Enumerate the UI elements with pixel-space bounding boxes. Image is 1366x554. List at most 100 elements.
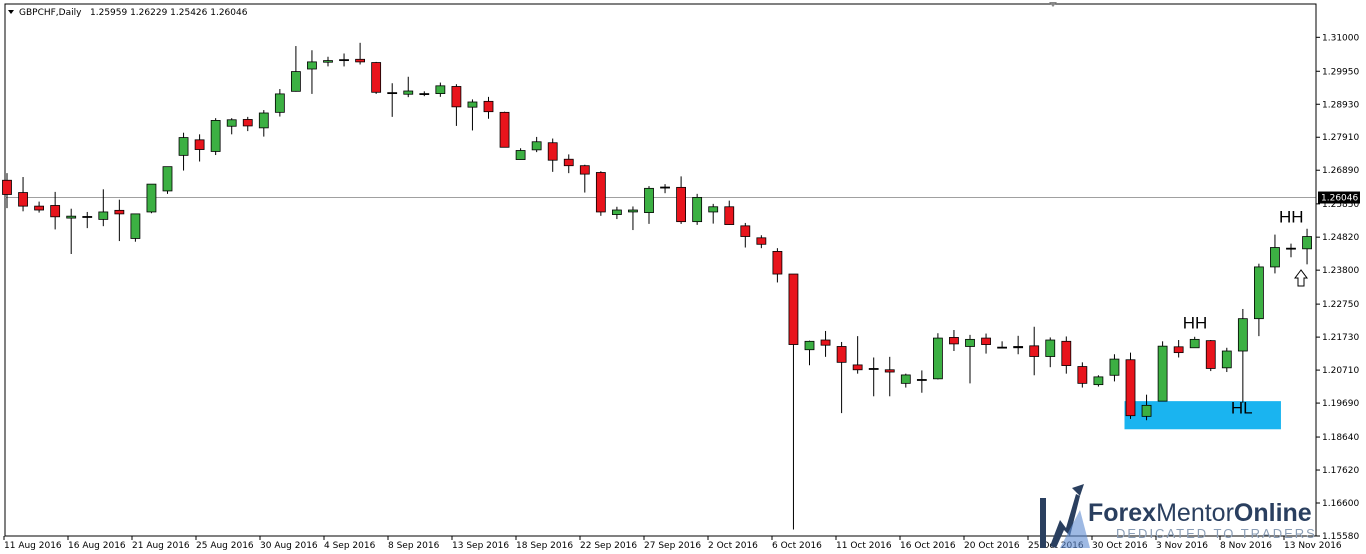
candle-body	[1077, 366, 1088, 384]
candle	[644, 186, 654, 224]
candle	[515, 148, 526, 160]
candle	[981, 333, 991, 354]
candle-body	[451, 86, 462, 108]
candle-body	[162, 166, 173, 192]
candle	[756, 235, 767, 249]
candle-body	[644, 187, 654, 213]
candle-body	[499, 111, 510, 148]
candle-body	[307, 61, 317, 70]
candle-body	[435, 85, 446, 94]
candle	[1045, 337, 1056, 368]
header-triangle-icon[interactable]	[8, 10, 14, 14]
price-tick-label: 1.24820	[1322, 233, 1359, 243]
candle-body	[1125, 359, 1136, 417]
pattern-annotation: HL	[1231, 399, 1253, 418]
price-tick-label: 1.26890	[1322, 166, 1359, 176]
candle	[820, 330, 831, 357]
candle	[884, 356, 895, 397]
symbol-label: GBPCHF,Daily	[19, 8, 82, 18]
candles-layer	[2, 42, 1312, 530]
logo-text-mid: Mentor	[1156, 499, 1234, 527]
candle	[1077, 362, 1088, 388]
candle-body	[1189, 338, 1200, 349]
candle-body	[419, 93, 430, 95]
candle-body	[274, 93, 285, 113]
candle	[1061, 336, 1072, 374]
candle	[483, 96, 494, 119]
candle	[1173, 340, 1184, 358]
candle	[579, 164, 590, 193]
candle	[563, 154, 574, 174]
candle	[1205, 340, 1216, 372]
candle-body	[916, 379, 927, 381]
candle-body	[852, 364, 863, 371]
candle	[852, 336, 863, 374]
time-tick-label: 22 Sep 2016	[580, 541, 637, 551]
candle-body	[981, 337, 991, 345]
candle	[708, 203, 719, 224]
price-tick-label: 1.28930	[1322, 100, 1359, 110]
candle-body	[1013, 346, 1024, 349]
time-tick-label: 8 Sep 2016	[388, 541, 440, 551]
candle	[676, 176, 686, 224]
plot-frame	[4, 3, 1317, 537]
candle	[18, 177, 28, 212]
candle	[933, 333, 943, 380]
candle-body	[788, 273, 799, 345]
candle-body	[997, 346, 1007, 349]
price-tick-label: 1.16600	[1322, 499, 1359, 509]
candle	[692, 193, 703, 225]
candle-body	[210, 120, 221, 152]
candle	[949, 329, 959, 352]
price-tick-label: 1.22750	[1322, 300, 1359, 310]
candle	[467, 99, 478, 131]
candle-body	[1157, 345, 1168, 402]
candle-body	[467, 101, 478, 108]
price-tick-label: 1.15580	[1322, 532, 1359, 542]
candle	[146, 183, 157, 214]
candle-body	[1270, 247, 1280, 268]
candle-body	[355, 58, 366, 63]
candle	[531, 136, 542, 153]
candle	[34, 201, 44, 213]
time-tick-label: 13 Nov 2016	[1284, 541, 1342, 551]
candle-body	[339, 59, 349, 62]
candle	[1093, 375, 1104, 387]
candle	[194, 134, 205, 162]
candle	[435, 82, 446, 97]
candle-body	[965, 338, 975, 347]
price-tick-label: 1.23800	[1322, 266, 1359, 276]
candle-body	[1302, 236, 1312, 250]
candle	[595, 171, 606, 216]
candle	[323, 56, 333, 67]
price-tick-label: 1.19690	[1322, 399, 1359, 409]
candle-body	[98, 211, 109, 220]
candle	[1109, 354, 1120, 382]
candle-body	[804, 340, 815, 351]
candle-body	[676, 186, 686, 223]
price-tick-label: 1.18640	[1322, 433, 1359, 443]
scroll-marker-icon[interactable]	[1049, 2, 1057, 7]
candle	[1141, 394, 1152, 421]
candle	[66, 208, 77, 254]
candle	[258, 110, 269, 137]
candle-body	[1237, 318, 1248, 352]
candle-body	[1061, 340, 1072, 366]
candle	[628, 206, 638, 231]
candle	[1286, 243, 1296, 258]
candle-body	[740, 225, 751, 237]
candle	[1221, 347, 1232, 373]
candle-body	[323, 60, 333, 63]
plot-border	[4, 3, 1317, 537]
candle	[612, 206, 622, 220]
candle	[740, 222, 751, 248]
candle	[1270, 234, 1280, 274]
brand-logo: ForexMentorOnline DEDICATED TO TRADERS	[1040, 484, 1317, 548]
logo-tagline: DEDICATED TO TRADERS	[1116, 526, 1317, 541]
time-tick-label: 21 Aug 2016	[132, 541, 190, 551]
candle	[226, 118, 237, 135]
candle-body	[900, 374, 911, 384]
current-price-label: 1.26046	[1321, 194, 1358, 204]
